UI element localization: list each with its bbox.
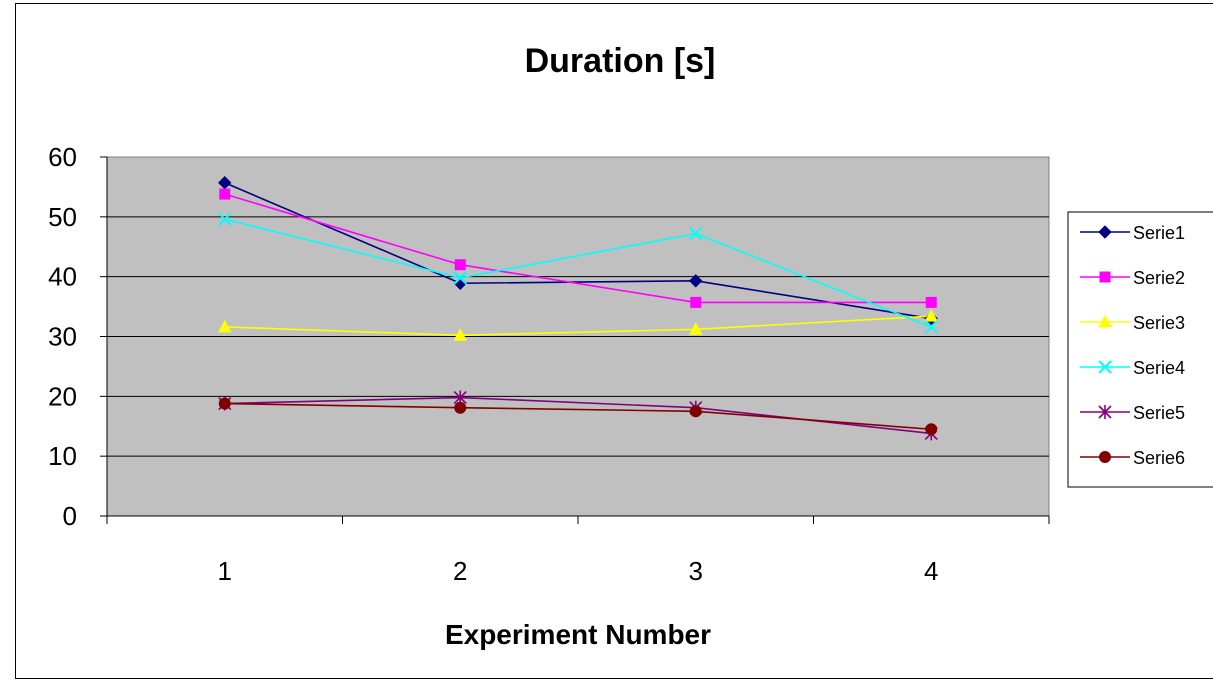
x-tick-label: 1	[218, 556, 232, 586]
legend-label: Serie3	[1133, 313, 1185, 333]
x-tick-label: 2	[453, 556, 467, 586]
data-point-serie3	[453, 328, 468, 341]
data-point-serie6	[925, 423, 938, 436]
data-point-serie4	[924, 320, 938, 334]
data-point-serie6	[218, 397, 231, 410]
data-point-serie3	[688, 322, 703, 335]
legend-label: Serie2	[1133, 268, 1185, 288]
legend-marker	[1098, 360, 1112, 374]
series-line-serie3	[224, 315, 932, 337]
series-line-serie1	[224, 181, 932, 320]
legend-marker	[1098, 314, 1112, 328]
y-tick-label: 10	[48, 441, 77, 471]
x-axis-label: Experiment Number	[445, 619, 711, 650]
chart-title: Duration [s]	[525, 42, 716, 80]
y-tick-label: 30	[48, 322, 77, 352]
legend-label: Serie4	[1133, 358, 1185, 378]
legend: Serie1 Serie2 Serie3 Serie4 Serie5 Serie6	[1067, 211, 1213, 488]
x-tick-label: 4	[924, 556, 938, 586]
x-axis-ticks: 1 2 3 4	[106, 516, 1050, 586]
legend-label: Serie5	[1133, 403, 1185, 423]
series-markers	[217, 176, 939, 441]
y-tick-label: 0	[63, 501, 77, 531]
series-line-serie6	[224, 402, 932, 431]
y-tick-label: 40	[48, 262, 77, 292]
data-point-serie1	[689, 274, 703, 288]
legend-label: Serie6	[1133, 448, 1185, 468]
y-tick-label: 20	[48, 381, 77, 411]
legend-marker	[1099, 271, 1111, 283]
data-point-serie3	[924, 309, 939, 322]
legend-label: Serie1	[1133, 223, 1185, 243]
data-point-serie6	[454, 401, 467, 414]
data-point-serie3	[217, 319, 232, 333]
data-point-serie4	[218, 212, 232, 226]
legend-marker	[1099, 451, 1111, 463]
y-tick-label: 60	[48, 142, 77, 172]
legend-marker	[1098, 405, 1112, 419]
data-point-serie2	[925, 296, 937, 308]
data-point-serie2	[219, 188, 231, 200]
series-lines	[224, 181, 932, 435]
y-axis-ticks: 0 10 20 30 40 50 60	[48, 142, 107, 531]
gridlines	[107, 216, 1049, 457]
legend-marker	[1098, 225, 1112, 239]
series-line-serie2	[224, 193, 932, 304]
data-point-serie2	[690, 296, 702, 308]
data-point-serie6	[689, 405, 702, 418]
x-tick-label: 3	[689, 556, 703, 586]
data-point-serie4	[453, 271, 467, 285]
series-line-serie4	[224, 218, 932, 328]
y-tick-label: 50	[48, 202, 77, 232]
data-point-serie2	[454, 259, 466, 271]
legend-box	[1067, 211, 1213, 488]
data-point-serie4	[689, 226, 703, 241]
